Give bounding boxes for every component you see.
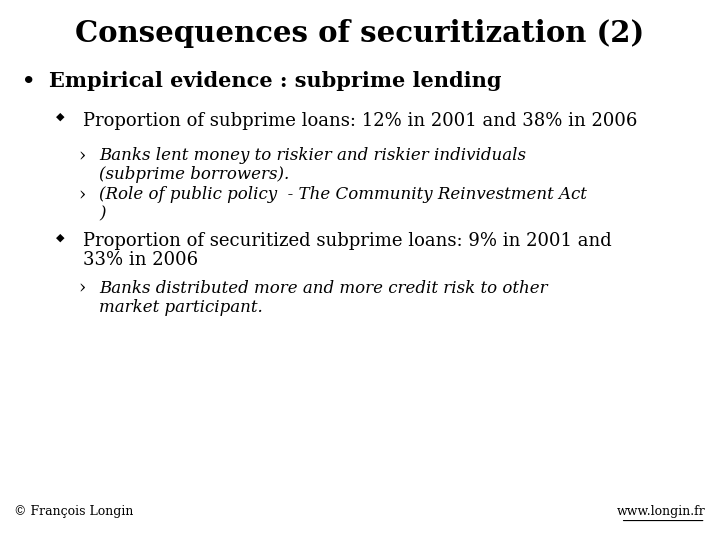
Text: (subprime borrowers).: (subprime borrowers).: [99, 166, 289, 183]
Text: Consequences of securitization (2): Consequences of securitization (2): [76, 19, 644, 48]
Text: market participant.: market participant.: [99, 299, 263, 315]
Text: ◆: ◆: [56, 232, 65, 242]
Text: ◆: ◆: [56, 112, 65, 122]
Text: ): ): [99, 205, 106, 222]
Text: ›: ›: [78, 280, 85, 298]
Text: Proportion of securitized subprime loans: 9% in 2001 and: Proportion of securitized subprime loans…: [83, 232, 611, 250]
Text: www.longin.fr: www.longin.fr: [617, 505, 706, 518]
Text: Banks distributed more and more credit risk to other: Banks distributed more and more credit r…: [99, 280, 548, 296]
Text: (Role of public policy  - The Community Reinvestment Act: (Role of public policy - The Community R…: [99, 186, 588, 203]
Text: Proportion of subprime loans: 12% in 2001 and 38% in 2006: Proportion of subprime loans: 12% in 200…: [83, 112, 637, 130]
Text: •: •: [22, 71, 35, 91]
Text: © François Longin: © François Longin: [14, 505, 134, 518]
Text: 33% in 2006: 33% in 2006: [83, 251, 198, 269]
Text: Banks lent money to riskier and riskier individuals: Banks lent money to riskier and riskier …: [99, 147, 526, 164]
Text: ›: ›: [78, 186, 85, 204]
Text: ›: ›: [78, 147, 85, 165]
Text: Empirical evidence : subprime lending: Empirical evidence : subprime lending: [49, 71, 501, 91]
